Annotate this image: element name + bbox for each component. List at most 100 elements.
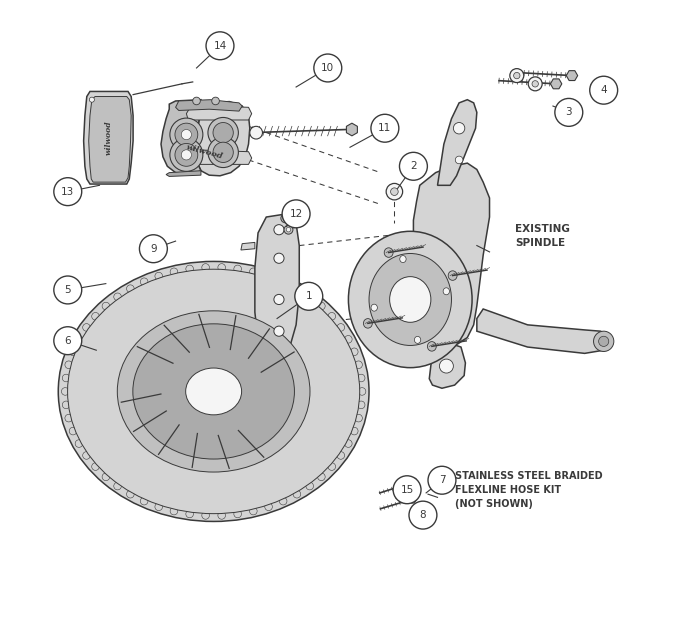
Circle shape — [69, 427, 77, 435]
Circle shape — [351, 348, 358, 355]
Circle shape — [65, 361, 73, 369]
Ellipse shape — [443, 288, 449, 295]
Circle shape — [202, 264, 209, 271]
Circle shape — [555, 99, 583, 126]
Circle shape — [328, 313, 335, 320]
Circle shape — [306, 482, 314, 490]
Circle shape — [337, 452, 344, 459]
Circle shape — [186, 510, 193, 518]
Circle shape — [75, 440, 83, 447]
Polygon shape — [429, 344, 466, 389]
Circle shape — [265, 272, 272, 280]
Circle shape — [83, 452, 90, 459]
Text: 7: 7 — [439, 475, 445, 485]
Circle shape — [351, 427, 358, 435]
Polygon shape — [241, 243, 255, 250]
Circle shape — [170, 507, 178, 515]
Ellipse shape — [386, 183, 402, 200]
Text: EXISTING
SPINDLE: EXISTING SPINDLE — [515, 224, 570, 248]
Circle shape — [355, 414, 363, 422]
Circle shape — [282, 200, 310, 228]
Circle shape — [314, 54, 342, 82]
Ellipse shape — [532, 81, 538, 87]
Ellipse shape — [510, 69, 524, 83]
Circle shape — [206, 32, 234, 60]
Circle shape — [202, 512, 209, 519]
Circle shape — [186, 265, 193, 273]
Ellipse shape — [250, 126, 262, 139]
Circle shape — [127, 490, 134, 498]
Polygon shape — [176, 100, 242, 111]
Ellipse shape — [528, 77, 542, 91]
Circle shape — [428, 466, 456, 494]
Circle shape — [75, 336, 83, 343]
Ellipse shape — [290, 221, 295, 225]
Circle shape — [293, 490, 301, 498]
Polygon shape — [550, 79, 562, 89]
Circle shape — [234, 265, 241, 273]
Text: 13: 13 — [61, 187, 74, 197]
Circle shape — [181, 129, 191, 140]
Ellipse shape — [391, 188, 398, 196]
Circle shape — [213, 122, 233, 143]
Circle shape — [65, 414, 73, 422]
Polygon shape — [83, 92, 133, 184]
Circle shape — [102, 473, 110, 481]
Ellipse shape — [363, 318, 372, 328]
Ellipse shape — [274, 294, 284, 304]
Text: 10: 10 — [321, 63, 335, 73]
Circle shape — [155, 503, 162, 511]
Polygon shape — [477, 309, 607, 354]
Circle shape — [139, 235, 167, 262]
Ellipse shape — [284, 225, 293, 234]
Polygon shape — [97, 96, 109, 180]
Ellipse shape — [274, 326, 284, 336]
Polygon shape — [566, 71, 578, 80]
Text: 4: 4 — [601, 85, 607, 95]
Polygon shape — [195, 101, 250, 176]
Ellipse shape — [454, 122, 465, 134]
Circle shape — [344, 336, 352, 343]
Circle shape — [213, 142, 233, 162]
Circle shape — [170, 268, 178, 276]
Polygon shape — [161, 100, 201, 174]
Circle shape — [54, 276, 82, 304]
Circle shape — [293, 285, 301, 292]
Polygon shape — [186, 150, 252, 164]
Ellipse shape — [440, 359, 454, 373]
Circle shape — [218, 512, 225, 519]
Text: STAINLESS STEEL BRAIDED
FLEXLINE HOSE KIT
(NOT SHOWN): STAINLESS STEEL BRAIDED FLEXLINE HOSE KI… — [454, 471, 602, 509]
Ellipse shape — [113, 373, 122, 384]
Ellipse shape — [414, 336, 421, 343]
Circle shape — [371, 114, 399, 142]
Ellipse shape — [58, 261, 369, 522]
Ellipse shape — [69, 342, 181, 466]
Ellipse shape — [455, 156, 463, 164]
Text: 3: 3 — [566, 108, 572, 117]
Circle shape — [337, 324, 344, 331]
Polygon shape — [346, 123, 358, 136]
Circle shape — [344, 440, 352, 447]
Ellipse shape — [384, 248, 393, 257]
Circle shape — [114, 293, 121, 301]
Ellipse shape — [133, 324, 295, 459]
Ellipse shape — [274, 253, 284, 263]
Circle shape — [265, 503, 272, 511]
Circle shape — [54, 178, 82, 206]
Circle shape — [279, 278, 287, 285]
Polygon shape — [255, 214, 300, 357]
Circle shape — [318, 302, 326, 310]
Ellipse shape — [118, 311, 310, 472]
Ellipse shape — [390, 276, 431, 322]
Polygon shape — [409, 478, 418, 486]
Ellipse shape — [130, 434, 143, 448]
Ellipse shape — [286, 227, 290, 232]
Circle shape — [279, 497, 287, 505]
Circle shape — [62, 401, 70, 409]
Circle shape — [175, 123, 198, 146]
Text: 8: 8 — [419, 510, 426, 520]
Ellipse shape — [274, 225, 284, 235]
Ellipse shape — [283, 216, 288, 220]
Circle shape — [92, 313, 99, 320]
Circle shape — [358, 374, 365, 382]
